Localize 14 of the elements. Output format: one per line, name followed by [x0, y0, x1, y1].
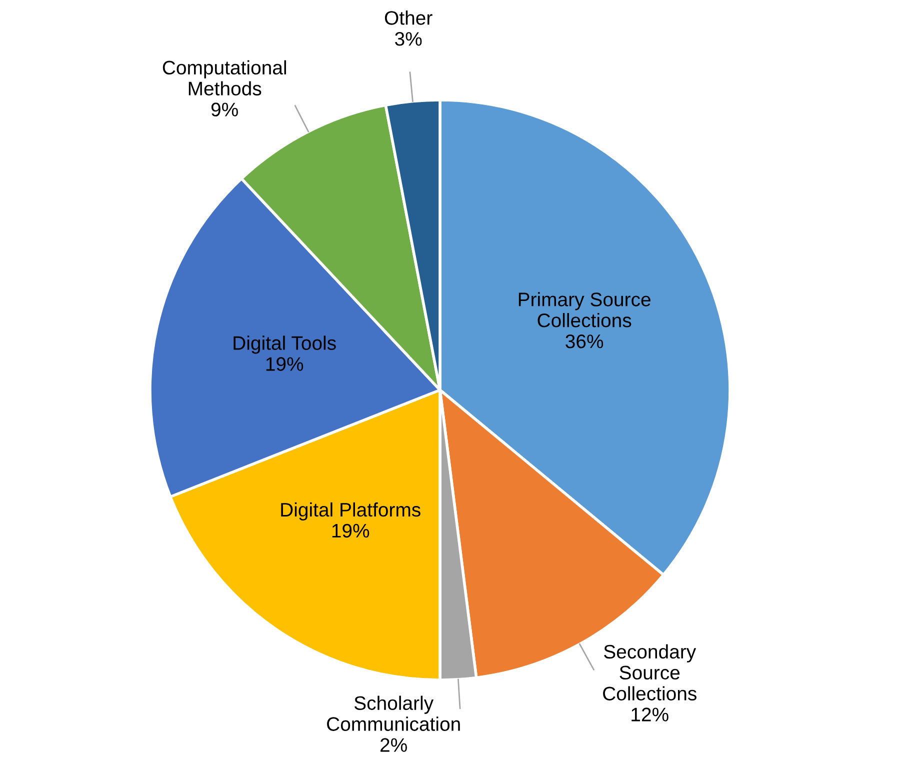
data-label: 36%: [566, 334, 604, 348]
slice-label: Primary Source Collections: [518, 292, 650, 328]
slice-label: Scholarly Communication: [327, 696, 460, 731]
slice-label: Other: [384, 10, 432, 25]
data-label: 19%: [332, 524, 370, 538]
slice-label: Digital Platforms: [281, 502, 420, 521]
data-label: 3%: [395, 32, 422, 46]
slice-label: Digital Tools: [234, 336, 336, 354]
data-label: 2%: [380, 738, 407, 752]
data-label: 9%: [211, 102, 238, 116]
data-label: 12%: [632, 708, 668, 722]
slice-label: Secondary Source Collections: [603, 644, 696, 700]
data-label: 19%: [266, 357, 304, 371]
slice-label: Computational Methods: [162, 60, 286, 96]
